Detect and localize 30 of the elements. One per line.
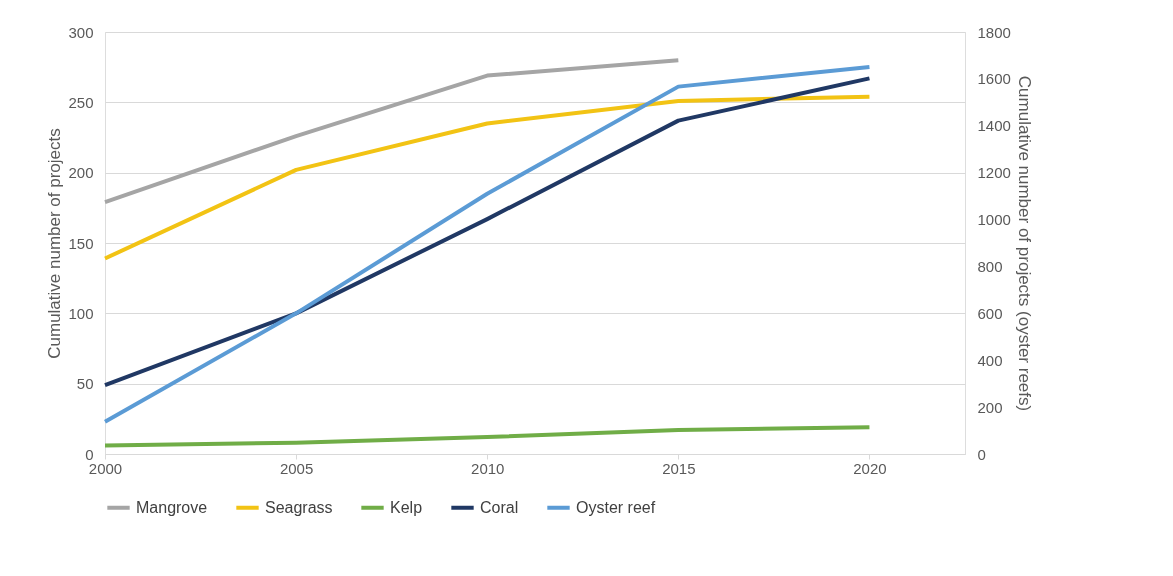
x-tick-label: 2005: [279, 459, 314, 477]
y-tick-label: 100: [68, 304, 94, 322]
legend-label: Coral: [480, 498, 519, 516]
legend-label: Oyster reef: [576, 498, 656, 516]
y2-tick-label: 0: [977, 445, 986, 463]
y-tick-label: 250: [68, 93, 94, 111]
y-tick-label: 150: [68, 234, 94, 252]
y-axis-title: Cumulative number of projects: [45, 128, 65, 359]
y2-tick-label: 1400: [977, 117, 1011, 135]
y2-axis-title: Cumulative number of projects (oyster reefs): [1014, 75, 1034, 412]
y2-tick-label: 400: [977, 351, 1003, 369]
y2-tick-label: 600: [977, 304, 1003, 322]
x-tick-label: 2010: [471, 459, 505, 477]
y-tick-label: 50: [76, 375, 94, 393]
line-series: [103, 58, 681, 205]
y2-tick-label: 1800: [977, 23, 1011, 41]
x-tick-label: 2015: [662, 459, 696, 477]
x-tick-label: 2020: [853, 459, 887, 477]
y2-tick-label: 800: [977, 257, 1003, 275]
y2-tick-label: 1600: [977, 70, 1011, 88]
legend-label: Kelp: [390, 498, 423, 516]
y2-tick-label: 1000: [977, 211, 1011, 229]
line-series: [103, 94, 872, 261]
y-tick-label: 200: [68, 164, 94, 182]
legend-label: Mangrove: [136, 498, 208, 516]
y-tick-label: 300: [68, 23, 94, 41]
legend-label: Seagrass: [265, 498, 333, 516]
y2-tick-label: 200: [977, 398, 1003, 416]
y2-tick-label: 1200: [977, 164, 1011, 182]
line-series: [103, 425, 872, 448]
